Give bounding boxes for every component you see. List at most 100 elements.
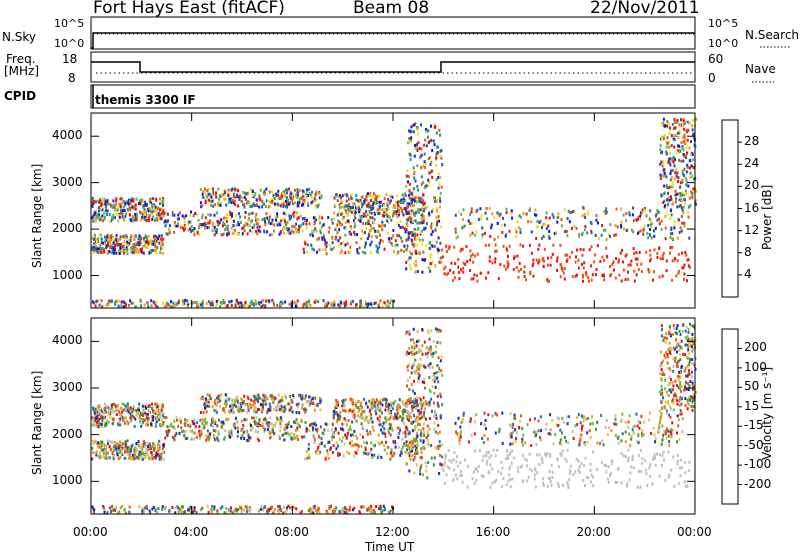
echo-cell bbox=[240, 196, 243, 200]
echo-cell bbox=[355, 198, 358, 202]
echo-cell bbox=[488, 255, 491, 259]
echo-cell bbox=[349, 197, 352, 201]
echo-cell bbox=[104, 453, 107, 457]
echo-cell bbox=[115, 199, 118, 203]
echo-cell bbox=[405, 267, 408, 271]
echo-cell bbox=[98, 213, 101, 217]
echo-cell bbox=[215, 302, 218, 306]
echo-cell bbox=[204, 417, 207, 421]
echo-cell bbox=[439, 359, 442, 363]
echo-cell bbox=[244, 403, 247, 407]
echo-cell bbox=[248, 216, 251, 220]
echo-cell bbox=[171, 211, 174, 214]
echo-cell bbox=[566, 448, 569, 452]
echo-cell bbox=[567, 483, 570, 487]
echo-cell bbox=[155, 239, 158, 243]
echo-cell bbox=[95, 217, 98, 221]
echo-cell bbox=[671, 184, 674, 188]
echo-cell bbox=[259, 403, 262, 407]
echo-cell bbox=[161, 252, 164, 256]
echo-cell bbox=[668, 132, 671, 136]
echo-cell bbox=[324, 304, 326, 308]
echo-cell bbox=[319, 221, 322, 225]
echo-cell bbox=[151, 197, 154, 200]
echo-cell bbox=[411, 366, 414, 370]
echo-cell bbox=[677, 482, 680, 485]
echo-cell bbox=[419, 239, 422, 243]
echo-cell bbox=[116, 453, 119, 457]
echo-cell bbox=[673, 226, 676, 230]
echo-cell bbox=[213, 438, 216, 442]
echo-cell bbox=[132, 301, 135, 305]
echo-cell bbox=[409, 203, 412, 207]
echo-cell bbox=[396, 194, 399, 198]
echo-cell bbox=[410, 198, 413, 202]
echo-cell bbox=[446, 273, 449, 276]
echo-cell bbox=[422, 164, 425, 168]
echo-cell bbox=[605, 238, 608, 241]
echo-cell bbox=[408, 469, 411, 473]
echo-cell bbox=[542, 484, 545, 487]
echo-cell bbox=[437, 215, 440, 219]
echo-cell bbox=[618, 273, 621, 277]
echo-cell bbox=[135, 455, 138, 459]
echo-cell bbox=[376, 208, 379, 212]
echo-cell bbox=[96, 410, 99, 414]
echo-cell bbox=[369, 433, 372, 436]
echo-cell bbox=[584, 456, 587, 460]
echo-cell bbox=[400, 416, 403, 420]
echo-cell bbox=[238, 305, 241, 309]
cpid-value: themis 3300 IF bbox=[95, 93, 196, 107]
echo-cell bbox=[688, 159, 691, 163]
echo-cell bbox=[437, 236, 440, 240]
echo-cell bbox=[420, 165, 422, 169]
echo-cell bbox=[237, 408, 240, 412]
echo-cell bbox=[327, 301, 330, 305]
echo-cell bbox=[307, 442, 310, 446]
echo-cell bbox=[398, 224, 400, 227]
echo-cell bbox=[192, 431, 195, 435]
echo-cell bbox=[145, 451, 148, 455]
echo-cell bbox=[604, 212, 607, 215]
echo-cell bbox=[338, 417, 341, 421]
echo-cell bbox=[427, 157, 430, 160]
echo-cell bbox=[287, 431, 289, 435]
echo-cell bbox=[485, 454, 488, 458]
echo-cell bbox=[343, 403, 346, 407]
echo-cell bbox=[668, 140, 671, 144]
echo-cell bbox=[462, 218, 464, 221]
echo-cell bbox=[521, 464, 523, 468]
echo-cell bbox=[288, 187, 291, 191]
echo-cell bbox=[416, 233, 419, 237]
echo-cell bbox=[339, 412, 342, 416]
echo-cell bbox=[639, 229, 642, 233]
echo-cell bbox=[430, 233, 433, 236]
echo-cell bbox=[426, 424, 429, 428]
echo-cell bbox=[157, 213, 160, 217]
echo-cell bbox=[270, 393, 273, 397]
echo-cell bbox=[660, 160, 663, 164]
echo-cell bbox=[415, 399, 418, 403]
echo-cell bbox=[392, 210, 395, 214]
echo-cell bbox=[265, 187, 268, 191]
echo-cell bbox=[549, 263, 552, 267]
nsearch-label: N.Search bbox=[745, 28, 800, 42]
echo-cell bbox=[201, 192, 204, 196]
echo-cell bbox=[381, 403, 384, 407]
echo-cell bbox=[471, 253, 474, 256]
echo-cell bbox=[165, 220, 168, 224]
echo-cell bbox=[268, 408, 271, 412]
echo-cell bbox=[243, 203, 246, 207]
echo-cell bbox=[543, 452, 546, 456]
echo-cell bbox=[293, 210, 296, 214]
echo-cell bbox=[389, 411, 391, 415]
echo-cell bbox=[144, 202, 147, 206]
echo-cell bbox=[353, 231, 356, 234]
echo-cell bbox=[547, 256, 550, 260]
echo-cell bbox=[424, 165, 426, 169]
echo-cell bbox=[413, 439, 416, 443]
echo-cell bbox=[237, 232, 240, 236]
echo-cell bbox=[246, 403, 249, 406]
echo-cell bbox=[370, 401, 373, 405]
echo-cell bbox=[525, 464, 528, 468]
